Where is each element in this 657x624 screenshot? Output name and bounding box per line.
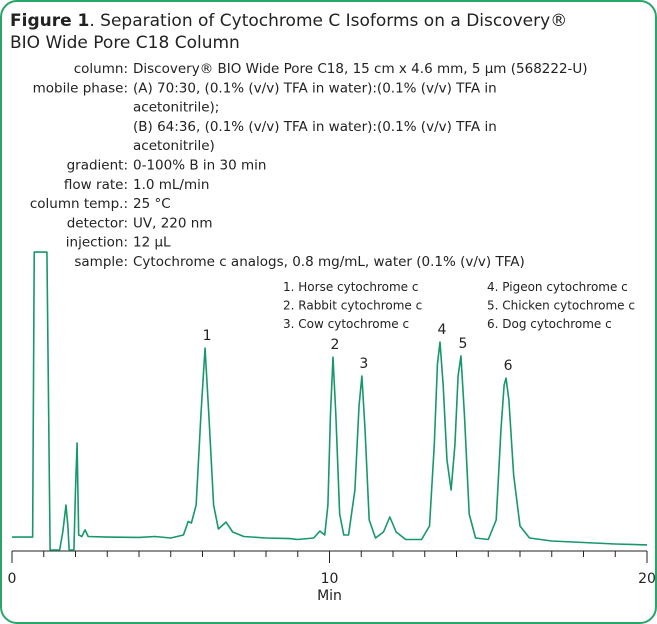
- condition-value: Discovery® BIO Wide Pore C18, 15 cm x 4.…: [133, 61, 588, 77]
- title-text: . Separation of Cytochrome C Isoforms on…: [89, 11, 567, 31]
- peak-label: 3: [359, 356, 368, 372]
- condition-value: (A) 70:30, (0.1% (v/v) TFA in water):(0.…: [133, 80, 497, 96]
- peak-label: 6: [504, 358, 513, 374]
- legend-entry: 4. Pigeon cytochrome c: [487, 280, 628, 294]
- condition-label: sample:: [74, 254, 128, 270]
- peak-label: 5: [458, 336, 467, 352]
- condition-value: 0-100% B in 30 min: [133, 158, 266, 174]
- legend-entry: 2. Rabbit cytochrome c: [283, 299, 422, 313]
- legend-entry: 5. Chicken cytochrome c: [487, 299, 635, 313]
- legend-entry: 1. Horse cytochrome c: [283, 280, 418, 294]
- chart-title: Figure 1. Separation of Cytochrome C Iso…: [10, 11, 567, 31]
- condition-value: (B) 64:36, (0.1% (v/v) TFA in water):(0.…: [133, 119, 497, 135]
- x-tick-label: 20: [638, 571, 656, 587]
- peak-label: 2: [331, 337, 340, 353]
- peak-label: 4: [438, 322, 447, 338]
- condition-label: detector:: [67, 215, 128, 231]
- condition-value: 12 µL: [133, 235, 171, 251]
- condition-label: column temp.:: [30, 196, 128, 212]
- condition-label: mobile phase:: [33, 80, 128, 96]
- title-bold: Figure 1: [10, 11, 89, 31]
- peak-label: 1: [203, 328, 212, 344]
- legend-entry: 6. Dog cytochrome c: [487, 317, 612, 331]
- condition-label: column:: [74, 61, 128, 77]
- condition-value: 25 °C: [133, 196, 171, 212]
- x-tick-label: 0: [8, 571, 17, 587]
- condition-label: flow rate:: [64, 177, 128, 193]
- x-tick-label: 10: [321, 571, 339, 587]
- chart-title: BIO Wide Pore C18 Column: [10, 33, 240, 53]
- condition-value: acetonitrile): [133, 138, 215, 154]
- condition-value: Cytochrome c analogs, 0.8 mg/mL, water (…: [133, 254, 525, 270]
- condition-value: UV, 220 nm: [133, 215, 212, 231]
- x-axis-label: Min: [317, 588, 342, 604]
- legend-entry: 3. Cow cytochrome c: [283, 317, 409, 331]
- condition-value: 1.0 mL/min: [133, 177, 209, 193]
- condition-value: acetonitrile);: [133, 100, 219, 116]
- condition-label: injection:: [66, 235, 128, 251]
- condition-label: gradient:: [67, 158, 128, 174]
- chromatogram-trace: [12, 251, 648, 551]
